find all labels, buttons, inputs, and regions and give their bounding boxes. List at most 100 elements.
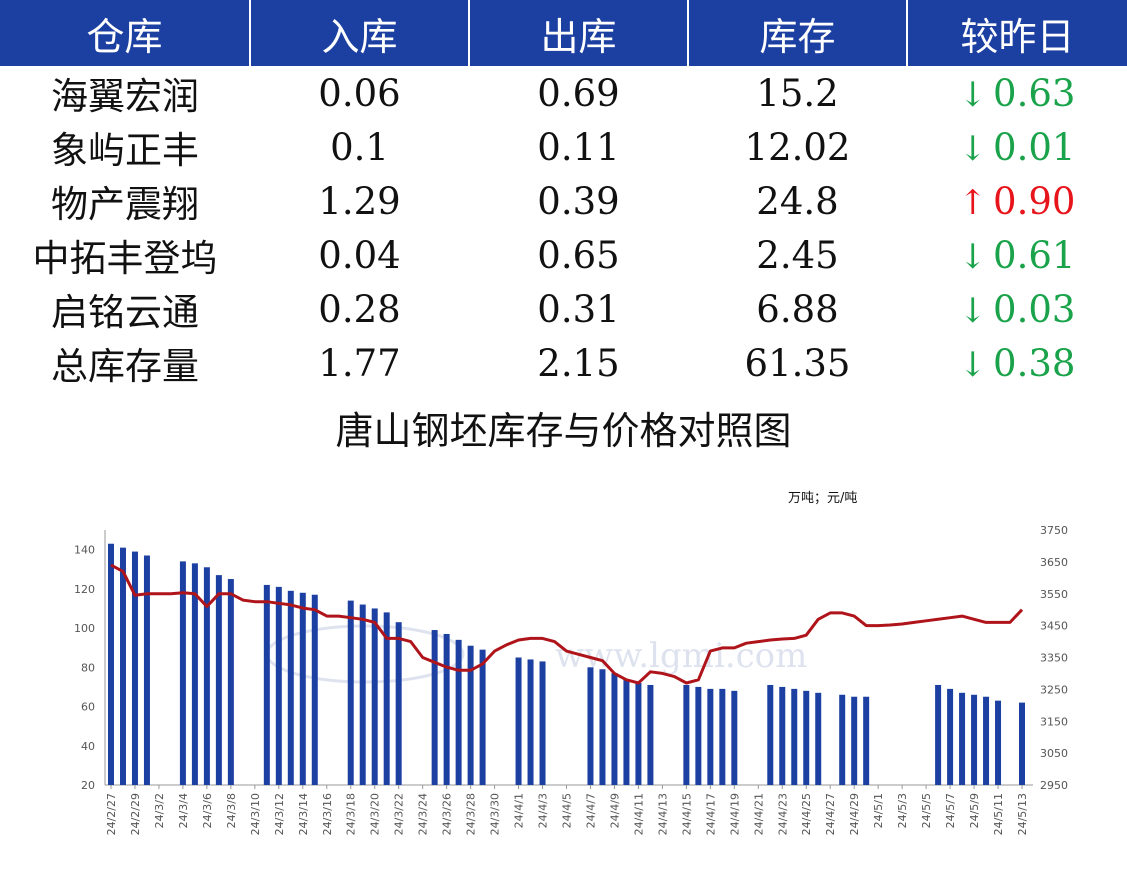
change-value: ↓ 0.63 [907, 66, 1127, 120]
x-tick-label: 24/4/13 [656, 793, 669, 835]
x-tick-label: 24/5/1 [872, 793, 885, 828]
stock-value: 12.02 [744, 125, 851, 169]
x-tick-label: 24/2/29 [129, 793, 142, 835]
x-tick-label: 24/4/17 [704, 793, 717, 835]
warehouse-name: 象屿正丰 [51, 129, 199, 172]
y-left-tick-label: 140 [74, 544, 95, 557]
bar [479, 649, 486, 785]
y-left-tick-label: 60 [81, 701, 95, 714]
header-stock: 库存 [688, 0, 908, 66]
inbound-value: 0.28 [318, 287, 401, 331]
arrow-down-icon: ↓ [958, 128, 988, 169]
x-tick-label: 24/5/9 [968, 793, 981, 828]
x-tick-label: 24/4/15 [680, 793, 693, 835]
bar [179, 561, 186, 785]
x-tick-label: 24/3/16 [321, 793, 334, 835]
y-right-tick-label: 3250 [1040, 683, 1068, 696]
change-value: ↓ 0.38 [907, 336, 1127, 390]
change-number: 0.38 [993, 341, 1076, 385]
y-right-tick-label: 3350 [1040, 652, 1068, 665]
bar [599, 669, 606, 785]
x-tick-label: 24/5/13 [1016, 793, 1029, 835]
bar [539, 661, 546, 785]
bar [995, 700, 1002, 785]
bar [371, 608, 378, 785]
bar [359, 604, 366, 785]
y-right-tick-label: 3050 [1040, 747, 1068, 760]
x-tick-label: 24/5/7 [944, 793, 957, 828]
bar [455, 639, 462, 785]
x-tick-label: 24/4/11 [632, 793, 645, 835]
outbound-value: 0.11 [537, 125, 620, 169]
x-tick-label: 24/4/29 [848, 793, 861, 835]
stock-value: 6.88 [756, 287, 839, 331]
stock-value: 2.45 [756, 233, 839, 277]
bar [107, 543, 114, 785]
bar [587, 667, 594, 785]
arrow-down-icon: ↓ [958, 344, 988, 385]
change-value: ↓ 0.01 [907, 120, 1127, 174]
x-tick-label: 24/3/8 [225, 793, 238, 828]
bar [731, 690, 738, 785]
inbound-value: 0.06 [318, 71, 401, 115]
bar [395, 622, 402, 785]
bar [383, 612, 390, 785]
warehouse-name: 物产震翔 [51, 183, 199, 226]
warehouse-name: 总库存量 [51, 345, 199, 388]
x-tick-label: 24/4/23 [776, 793, 789, 835]
price-line [110, 563, 1024, 685]
x-tick-label: 24/2/27 [105, 793, 118, 835]
bar [611, 673, 618, 785]
x-tick-label: 24/4/19 [728, 793, 741, 835]
bar [431, 630, 438, 785]
y-right-tick-label: 3450 [1040, 620, 1068, 633]
watermark-text: www.lgmi.com [555, 636, 807, 676]
x-tick-label: 24/4/25 [800, 793, 813, 835]
bar [203, 567, 210, 785]
y-right-tick-label: 3750 [1040, 524, 1068, 537]
x-tick-label: 24/3/4 [177, 793, 190, 828]
stock-value: 61.35 [744, 341, 851, 385]
bar [119, 547, 126, 785]
y-right-tick-label: 2950 [1040, 779, 1068, 792]
inbound-value: 0.1 [330, 125, 389, 169]
bar [707, 688, 714, 785]
bar [215, 575, 222, 785]
bar [767, 684, 774, 785]
x-tick-label: 24/3/18 [345, 793, 358, 835]
bar [347, 600, 354, 785]
bar [803, 690, 810, 785]
table-row: 物产震翔 1.29 0.39 24.8 ↑ 0.90 [0, 174, 1127, 228]
bar [695, 686, 702, 785]
bar [635, 683, 642, 785]
change-value: ↓ 0.03 [907, 282, 1127, 336]
outbound-value: 0.69 [537, 71, 620, 115]
unit-label: 万吨；元/吨 [788, 491, 858, 506]
chart-title: 唐山钢坯库存与价格对照图 [335, 409, 792, 453]
y-left-tick-label: 80 [81, 661, 95, 674]
bar [683, 684, 690, 785]
y-left-tick-label: 40 [81, 740, 95, 753]
x-tick-label: 24/3/6 [201, 793, 214, 828]
inbound-value: 1.77 [318, 341, 401, 385]
bar [443, 633, 450, 785]
y-right-tick-label: 3550 [1040, 588, 1068, 601]
y-left-tick-label: 120 [74, 583, 95, 596]
bar [971, 694, 978, 785]
bar [935, 684, 942, 785]
table-row: 海翼宏润 0.06 0.69 15.2 ↓ 0.63 [0, 66, 1127, 120]
inbound-value: 0.04 [318, 233, 401, 277]
x-tick-label: 24/3/14 [297, 793, 310, 835]
bar [311, 594, 318, 785]
bar [527, 659, 534, 785]
x-tick-label: 24/4/7 [584, 793, 597, 828]
x-tick-label: 24/5/5 [920, 793, 933, 828]
x-tick-label: 24/4/27 [824, 793, 837, 835]
outbound-value: 0.39 [537, 179, 620, 223]
bar [1019, 702, 1026, 785]
bar [947, 688, 954, 785]
warehouse-table: 仓库 入库 出库 库存 较昨日 海翼宏润 0.06 0.69 15.2 ↓ 0.63 象屿正… [0, 0, 1127, 390]
outbound-value: 2.15 [537, 341, 620, 385]
x-tick-label: 24/3/10 [249, 793, 262, 835]
bar [779, 686, 786, 785]
